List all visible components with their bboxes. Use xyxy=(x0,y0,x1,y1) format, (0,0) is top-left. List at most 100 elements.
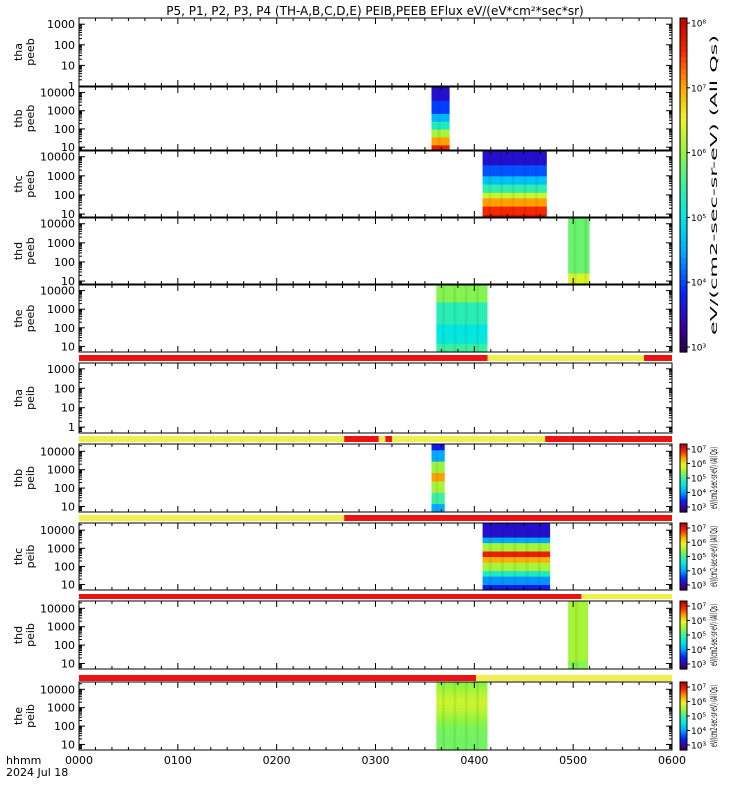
colorbar-step xyxy=(680,498,687,501)
colorbar-step xyxy=(680,107,687,114)
colorbar-step xyxy=(680,465,687,468)
spectrogram-cell xyxy=(568,623,588,628)
colorbar-step xyxy=(680,647,687,650)
colorbar-step xyxy=(680,478,687,480)
colorbar-step xyxy=(680,563,687,565)
mode-segment-red xyxy=(79,675,476,681)
colorbar-step xyxy=(680,313,687,320)
colorbar-step xyxy=(680,454,687,456)
spectrogram-cell xyxy=(431,110,450,114)
spectrogram-block-thd-peib xyxy=(568,601,588,670)
spectrogram-cell xyxy=(436,684,488,689)
colorbar-step xyxy=(680,553,687,555)
colorbar-step xyxy=(680,190,687,197)
spectrogram-cell xyxy=(482,556,551,560)
y-tick-label: 100 xyxy=(54,256,75,269)
colorbar-step xyxy=(680,554,687,556)
colorbar-step xyxy=(680,207,687,214)
colorbar-step xyxy=(680,737,687,740)
spectrogram-cell xyxy=(568,256,590,260)
y-tick-label: 100 xyxy=(54,322,75,335)
spectrogram-cell xyxy=(436,735,488,740)
colorbar-step xyxy=(680,701,687,703)
spectrogram-cell xyxy=(568,652,588,656)
colorbar-step xyxy=(680,544,687,546)
colorbar-step xyxy=(680,627,687,629)
spectrogram-texture xyxy=(437,87,441,150)
spectrogram-cell xyxy=(482,197,547,202)
colorbar-step xyxy=(680,445,687,447)
colorbar-step xyxy=(680,607,687,610)
colorbar-tick-label: 10⁶ xyxy=(691,698,706,708)
colorbar-step xyxy=(680,687,687,690)
colorbar-step xyxy=(680,688,687,691)
y-tick-label: 1000 xyxy=(47,303,75,316)
colorbar-step xyxy=(680,307,687,314)
spectrogram-cell xyxy=(436,324,488,328)
spectrogram-cell xyxy=(431,144,450,148)
y-tick-label: 10 xyxy=(61,657,75,670)
colorbar-step xyxy=(680,84,687,91)
colorbar-step xyxy=(680,140,687,147)
colorbar-step xyxy=(680,602,687,604)
colorbar-step xyxy=(680,572,687,574)
colorbar-step xyxy=(680,525,687,527)
colorbar-step xyxy=(680,584,687,587)
colorbar-tick-label: 10⁵ xyxy=(691,713,706,723)
spectrogram-texture xyxy=(453,682,457,750)
spectrogram-texture xyxy=(453,285,457,352)
colorbar-tick-label: 10⁷ xyxy=(691,446,706,456)
y-tick-label: 10 xyxy=(61,59,75,72)
spectrogram-cell xyxy=(431,495,445,499)
colorbar-step xyxy=(680,490,687,493)
spectrogram-cell xyxy=(431,129,450,133)
colorbar-step xyxy=(680,662,687,664)
spectrogram-cell xyxy=(568,640,588,645)
colorbar-step xyxy=(680,744,687,747)
spectrogram-cell xyxy=(568,220,590,225)
colorbar-the-peib: 10⁷ 10⁶ 10⁵ 10⁴ 10³ eV/(cm2-sec-sr-eV) (All Q… xyxy=(679,681,720,752)
colorbar-step xyxy=(680,262,687,270)
spectrogram-texture xyxy=(573,218,577,284)
colorbar-step xyxy=(680,449,687,452)
spectrogram-cell xyxy=(568,264,590,269)
y-tick-label: 10 xyxy=(61,208,75,221)
colorbar-step xyxy=(680,711,687,714)
colorbar-step xyxy=(680,695,687,698)
y-tick-label: 100 xyxy=(54,482,75,495)
y-tick-label: 10000 xyxy=(40,151,75,164)
spectrogram-cell xyxy=(436,733,488,737)
colorbar-tick-label: 10³ xyxy=(691,661,706,671)
colorbar-step xyxy=(680,585,687,588)
spectrogram-cell xyxy=(568,635,588,639)
spectrogram-cell xyxy=(436,730,488,734)
colorbar-step xyxy=(680,257,687,264)
spectrogram-cell xyxy=(482,195,547,199)
colorbar-step xyxy=(680,34,687,41)
y-tick-label: 10000 xyxy=(40,285,75,298)
colorbar-step xyxy=(680,633,687,636)
mode-segment-yellow xyxy=(378,436,386,442)
spectrogram-cell xyxy=(436,687,488,692)
colorbar-step xyxy=(680,558,687,561)
colorbar-step xyxy=(680,568,687,571)
spectrogram-block-the-peib xyxy=(436,682,488,751)
colorbar-step xyxy=(680,499,687,502)
spectrogram-cell xyxy=(431,92,450,96)
figure-title: P5, P1, P2, P3, P4 (TH-A,B,C,D,E) PEIB,P… xyxy=(166,4,583,18)
spectrogram-cell xyxy=(568,629,588,633)
colorbar-step xyxy=(680,557,687,560)
spectrogram-cell xyxy=(431,483,445,488)
y-tick-label: 10000 xyxy=(40,86,75,99)
spectrogram-cell xyxy=(482,206,547,210)
y-tick-label: 10000 xyxy=(40,218,75,231)
panel-label-line1: thc xyxy=(12,548,25,565)
mode-segment-red xyxy=(79,355,488,361)
panel-frame xyxy=(78,522,673,591)
colorbar-tick-label: 10⁵ xyxy=(691,475,706,485)
spectrogram-cell xyxy=(568,649,588,653)
spectrogram-cell xyxy=(482,536,551,541)
colorbar-step xyxy=(680,555,687,558)
spectrogram-cell xyxy=(482,151,547,155)
panel-label-line2: peib xyxy=(24,704,37,728)
